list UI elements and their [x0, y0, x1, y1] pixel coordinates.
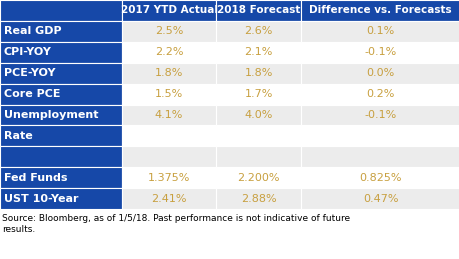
Bar [122, 167, 216, 188]
Bar [0, 63, 122, 84]
Bar [216, 0, 301, 21]
Bar [216, 125, 301, 146]
Bar [301, 146, 459, 167]
Text: 1.5%: 1.5% [155, 89, 183, 99]
Text: 2.5%: 2.5% [155, 26, 183, 36]
Bar [301, 84, 459, 104]
Text: 0.0%: 0.0% [366, 68, 394, 78]
Text: 0.2%: 0.2% [366, 89, 394, 99]
Text: Core PCE: Core PCE [4, 89, 60, 99]
Bar [216, 146, 301, 167]
Bar [122, 21, 216, 42]
Bar [122, 63, 216, 84]
Text: 2.41%: 2.41% [151, 193, 186, 204]
Bar [0, 84, 122, 104]
Bar [301, 0, 459, 21]
Bar [122, 146, 216, 167]
Text: CPI-YOY: CPI-YOY [4, 47, 51, 57]
Bar [301, 42, 459, 63]
Text: Fed Funds: Fed Funds [4, 173, 67, 183]
Bar [122, 188, 216, 209]
Bar [0, 42, 122, 63]
Text: 0.825%: 0.825% [358, 173, 401, 183]
Text: 2.1%: 2.1% [244, 47, 272, 57]
Text: 1.375%: 1.375% [147, 173, 190, 183]
Bar [0, 146, 122, 167]
Text: 1.8%: 1.8% [155, 68, 183, 78]
Bar [0, 104, 122, 125]
Text: 1.8%: 1.8% [244, 68, 272, 78]
Text: Difference vs. Forecasts: Difference vs. Forecasts [308, 5, 451, 16]
Bar [216, 167, 301, 188]
Text: 2.6%: 2.6% [244, 26, 272, 36]
Text: Real GDP: Real GDP [4, 26, 61, 36]
Bar [301, 167, 459, 188]
Bar [301, 125, 459, 146]
Bar [216, 104, 301, 125]
Text: -0.1%: -0.1% [364, 110, 396, 120]
Bar [216, 42, 301, 63]
Bar [122, 84, 216, 104]
Text: PCE-YOY: PCE-YOY [4, 68, 55, 78]
Text: Rate: Rate [4, 131, 33, 141]
Text: 2.88%: 2.88% [241, 193, 276, 204]
Bar [122, 0, 216, 21]
Text: 0.47%: 0.47% [362, 193, 397, 204]
Bar [0, 188, 122, 209]
Text: 2017 YTD Actual: 2017 YTD Actual [120, 5, 217, 16]
Bar [216, 21, 301, 42]
Bar [122, 125, 216, 146]
Text: -0.1%: -0.1% [364, 47, 396, 57]
Text: 2018 Forecast: 2018 Forecast [217, 5, 300, 16]
Text: 1.7%: 1.7% [244, 89, 272, 99]
Text: Source: Bloomberg, as of 1/5/18. Past performance is not indicative of future
re: Source: Bloomberg, as of 1/5/18. Past pe… [2, 214, 350, 234]
Bar [0, 0, 122, 21]
Bar [122, 42, 216, 63]
Text: 0.1%: 0.1% [366, 26, 394, 36]
Bar [301, 104, 459, 125]
Bar [301, 188, 459, 209]
Text: 4.0%: 4.0% [244, 110, 272, 120]
Bar [122, 104, 216, 125]
Bar [0, 167, 122, 188]
Text: 2.2%: 2.2% [155, 47, 183, 57]
Text: 4.1%: 4.1% [155, 110, 183, 120]
Bar [216, 84, 301, 104]
Bar [216, 63, 301, 84]
Text: Unemployment: Unemployment [4, 110, 98, 120]
Bar [0, 21, 122, 42]
Text: UST 10-Year: UST 10-Year [4, 193, 78, 204]
Bar [301, 63, 459, 84]
Bar [301, 21, 459, 42]
Text: 2.200%: 2.200% [237, 173, 280, 183]
Bar [0, 125, 122, 146]
Bar [216, 188, 301, 209]
